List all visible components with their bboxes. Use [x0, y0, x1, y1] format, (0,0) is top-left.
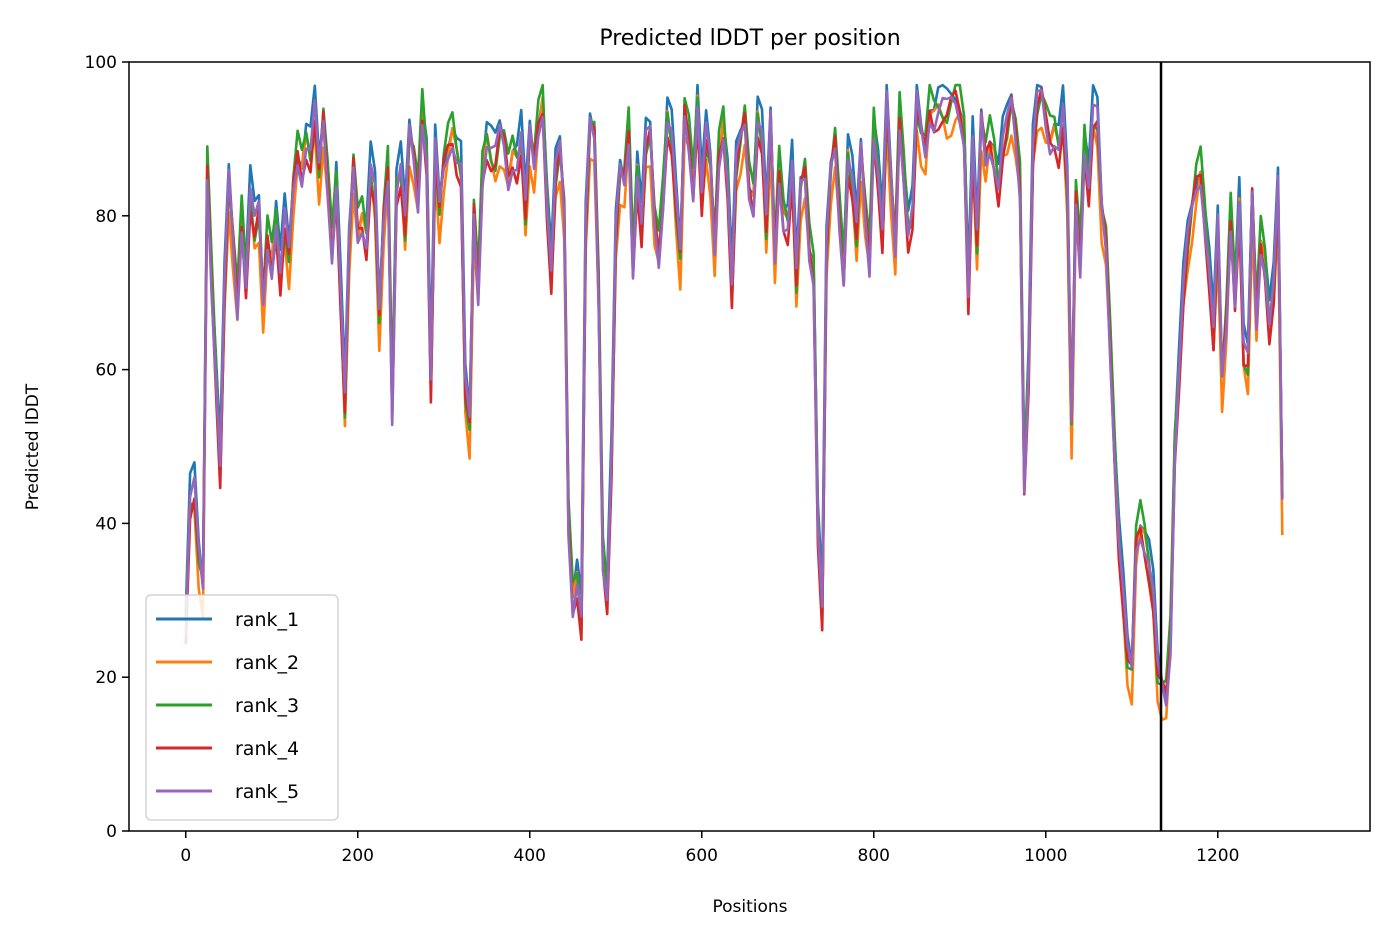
y-tick-label: 80: [95, 207, 117, 227]
legend-label-rank_2: rank_2: [235, 652, 299, 674]
y-tick-label: 60: [95, 361, 117, 381]
y-tick-label: 0: [106, 822, 117, 842]
y-tick-label: 40: [95, 514, 117, 534]
y-tick-label: 20: [95, 668, 117, 688]
y-axis-ticks: 0 20 40 60 80 100: [85, 53, 129, 842]
x-tick-label: 0: [180, 846, 191, 866]
legend-box: [145, 594, 339, 821]
x-tick-label: 400: [514, 846, 546, 866]
x-tick-label: 1200: [1196, 846, 1239, 866]
chart-title: Predicted lDDT per position: [599, 26, 900, 51]
y-axis-label: Predicted lDDT: [23, 383, 43, 510]
x-axis-label: Positions: [712, 897, 787, 917]
x-tick-label: 800: [858, 846, 890, 866]
plot-lines: [184, 62, 1284, 831]
x-tick-label: 200: [342, 846, 374, 866]
legend-label-rank_1: rank_1: [235, 609, 299, 631]
plot-frame: [128, 61, 1371, 832]
legend-label-rank_5: rank_5: [235, 781, 299, 803]
series-line-rank_1: [184, 83, 1284, 702]
x-tick-label: 1000: [1024, 846, 1067, 866]
series-line-rank_5: [184, 88, 1284, 707]
legend: rank_1 rank_2 rank_3 rank_4 rank_5: [145, 594, 339, 821]
legend-label-rank_3: rank_3: [235, 695, 299, 717]
x-tick-label: 600: [686, 846, 718, 866]
x-axis-ticks: 0 200 400 600 800 1000 1200: [180, 831, 1239, 866]
y-tick-label: 100: [85, 53, 117, 73]
legend-label-rank_4: rank_4: [235, 738, 299, 760]
